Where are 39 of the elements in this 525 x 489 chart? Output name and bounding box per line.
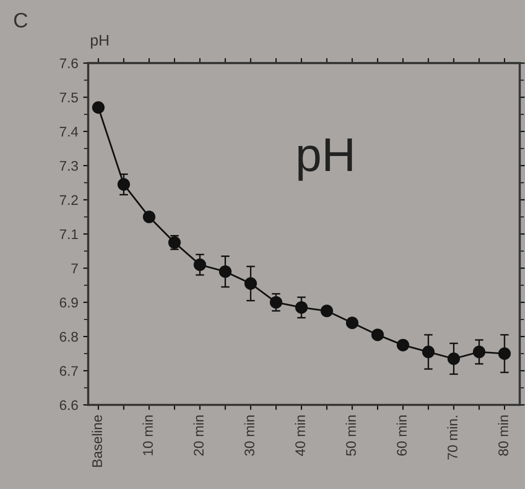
point — [448, 352, 460, 365]
x-tick-label: 10 min — [142, 416, 153, 456]
x-tick-label: 20 min — [193, 416, 204, 456]
y-tick-label: 7.3 — [60, 160, 78, 171]
point — [194, 258, 206, 271]
point — [270, 296, 282, 309]
point — [346, 316, 358, 330]
x-tick-label: 30 min — [244, 416, 254, 456]
y-axis-title: pH — [90, 35, 108, 49]
point — [472, 346, 486, 358]
point — [422, 346, 435, 358]
point — [295, 301, 308, 314]
x-tick-label: 40 min — [294, 416, 306, 456]
x-tick-label: 80 min — [498, 416, 508, 456]
point — [396, 338, 410, 352]
x-tick-label: 50 min — [346, 416, 356, 456]
point — [142, 210, 156, 224]
y-tick-label: 6.9 — [60, 298, 78, 308]
y-tick-label: 7.1 — [60, 229, 78, 240]
point — [244, 277, 257, 290]
text: pH — [298, 138, 352, 181]
point — [92, 101, 105, 114]
text: C — [14, 12, 28, 28]
x-tick-label: 60 min — [396, 416, 407, 456]
point — [371, 328, 384, 342]
x-tick-label: 70 min. — [447, 416, 458, 460]
y-tick-label: 7.6 — [60, 58, 78, 68]
y-tick-label: 7 — [71, 264, 78, 274]
point — [498, 347, 511, 360]
y-tick-label: 7.4 — [60, 126, 78, 136]
x-tick-label: Baseline — [92, 415, 102, 467]
y-tick-label: 7.2 — [60, 195, 78, 205]
point — [320, 304, 334, 318]
y-tick-label: 7.5 — [60, 92, 78, 102]
point — [117, 178, 130, 191]
y-tick-label: 6.6 — [60, 400, 78, 410]
y-tick-label: 6.8 — [60, 332, 78, 342]
point — [219, 265, 232, 278]
y-tick-label: 6.7 — [60, 366, 78, 376]
